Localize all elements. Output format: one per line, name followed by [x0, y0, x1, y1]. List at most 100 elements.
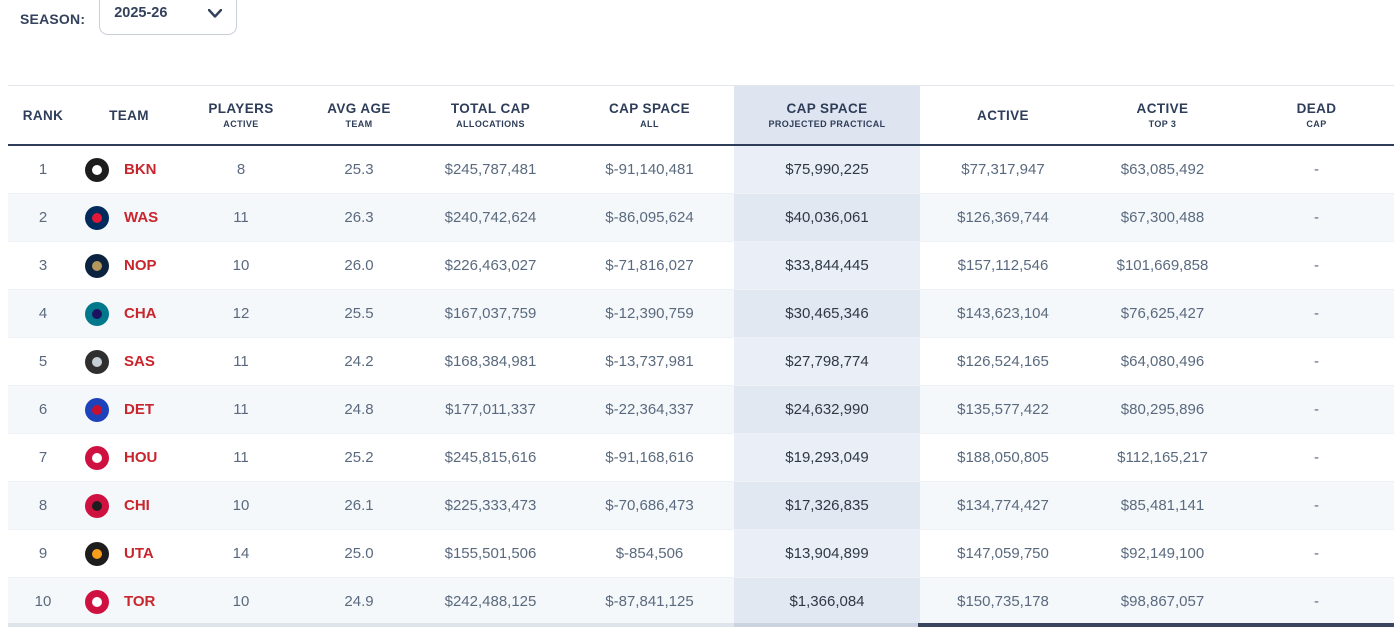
- team-abbr[interactable]: TOR: [124, 593, 156, 610]
- team-abbr[interactable]: SAS: [124, 353, 155, 370]
- team-logo-icon: [85, 301, 109, 326]
- column-header-active[interactable]: ACTIVE: [920, 85, 1086, 146]
- avg-age-cell: 25.5: [302, 289, 416, 338]
- team-logo-icon: [85, 157, 109, 182]
- column-header-rank[interactable]: RANK: [8, 85, 78, 146]
- team-cell[interactable]: NOP: [78, 241, 180, 290]
- avg-age-cell: 25.2: [302, 433, 416, 482]
- team-abbr[interactable]: CHI: [124, 497, 150, 514]
- column-title: PLAYERS: [208, 101, 274, 116]
- team-abbr[interactable]: DET: [124, 401, 154, 418]
- rank-cell: 10: [8, 577, 78, 625]
- active-top3-cell: $92,149,100: [1086, 529, 1239, 578]
- cap-space-all-cell: $-12,390,759: [565, 289, 734, 338]
- rank-cell: 9: [8, 529, 78, 578]
- team-wrap: WAS: [78, 205, 180, 230]
- rank-cell: 5: [8, 337, 78, 386]
- table-row: 5 SAS 11 24.2 $168,384,981 $-13,737,981 $27,79…: [8, 337, 1394, 386]
- team-abbr[interactable]: CHA: [124, 305, 157, 322]
- cap-space-projected-cell: $13,904,899: [734, 529, 920, 578]
- rank-cell: 7: [8, 433, 78, 482]
- avg-age-cell: 25.0: [302, 529, 416, 578]
- team-logo-dot: [92, 212, 102, 223]
- table-header: RANK TEAM PLAYERS ACTIVE AVG AGE TEAM TOTAL CA…: [8, 85, 1394, 146]
- column-title: CAP SPACE: [786, 101, 868, 116]
- team-abbr[interactable]: WAS: [124, 209, 159, 226]
- table-row: 6 DET 11 24.8 $177,011,337 $-22,364,337 $24,63…: [8, 385, 1394, 434]
- column-title: TOTAL CAP: [450, 101, 531, 116]
- players-cell: 11: [180, 433, 302, 482]
- rank-cell: 8: [8, 481, 78, 530]
- team-abbr[interactable]: NOP: [124, 257, 157, 274]
- table-row: 3 NOP 10 26.0 $226,463,027 $-71,816,027 $33,84…: [8, 241, 1394, 290]
- rank-cell: 2: [8, 193, 78, 242]
- scrollbar-thumb[interactable]: [918, 623, 1394, 627]
- team-cell[interactable]: SAS: [78, 337, 180, 386]
- column-header-avg-age[interactable]: AVG AGE TEAM: [302, 85, 416, 146]
- dead-cap-cell: -: [1239, 481, 1394, 530]
- cap-space-projected-cell: $33,844,445: [734, 241, 920, 290]
- column-header-players[interactable]: PLAYERS ACTIVE: [180, 85, 302, 146]
- players-cell: 10: [180, 577, 302, 625]
- season-bar: SEASON: 2025-26: [0, 0, 1394, 38]
- total-cap-cell: $177,011,337: [416, 385, 565, 434]
- column-subtitle: TEAM: [345, 119, 373, 129]
- team-wrap: CHI: [78, 493, 180, 518]
- active-cell: $147,059,750: [920, 529, 1086, 578]
- total-cap-cell: $242,488,125: [416, 577, 565, 625]
- total-cap-cell: $226,463,027: [416, 241, 565, 290]
- team-logo-icon: [85, 541, 109, 566]
- active-top3-cell: $112,165,217: [1086, 433, 1239, 482]
- team-cell[interactable]: UTA: [78, 529, 180, 578]
- column-header-cap-space[interactable]: CAP SPACE ALL: [565, 85, 734, 146]
- active-cell: $126,369,744: [920, 193, 1086, 242]
- team-logo-dot: [92, 596, 102, 607]
- cap-space-projected-cell: $75,990,225: [734, 145, 920, 194]
- dead-cap-cell: -: [1239, 577, 1394, 625]
- season-dropdown[interactable]: 2025-26: [99, 0, 238, 35]
- total-cap-cell: $155,501,506: [416, 529, 565, 578]
- horizontal-scrollbar[interactable]: [8, 623, 1394, 627]
- active-cell: $77,317,947: [920, 145, 1086, 194]
- total-cap-cell: $167,037,759: [416, 289, 565, 338]
- column-header-dead[interactable]: DEAD CAP: [1239, 85, 1394, 146]
- column-header-total-cap[interactable]: TOTAL CAP ALLOCATIONS: [416, 85, 565, 146]
- active-cell: $143,623,104: [920, 289, 1086, 338]
- team-logo-icon: [85, 493, 109, 518]
- players-cell: 11: [180, 193, 302, 242]
- players-cell: 12: [180, 289, 302, 338]
- cap-space-all-cell: $-86,095,624: [565, 193, 734, 242]
- team-cell[interactable]: BKN: [78, 145, 180, 194]
- team-cell[interactable]: CHA: [78, 289, 180, 338]
- dead-cap-cell: -: [1239, 145, 1394, 194]
- players-cell: 8: [180, 145, 302, 194]
- column-header-cap-space[interactable]: CAP SPACE PROJECTED PRACTICAL: [734, 85, 920, 146]
- column-header-active[interactable]: ACTIVE TOP 3: [1086, 85, 1239, 146]
- table-row: 2 WAS 11 26.3 $240,742,624 $-86,095,624 $40,03…: [8, 193, 1394, 242]
- column-title: DEAD: [1296, 101, 1337, 116]
- column-title: RANK: [22, 107, 64, 123]
- column-subtitle: ALLOCATIONS: [456, 119, 525, 129]
- team-abbr[interactable]: UTA: [124, 545, 154, 562]
- column-header-team[interactable]: TEAM: [78, 85, 180, 146]
- team-logo-icon: [85, 205, 109, 230]
- avg-age-cell: 24.2: [302, 337, 416, 386]
- team-cell[interactable]: HOU: [78, 433, 180, 482]
- rank-cell: 6: [8, 385, 78, 434]
- season-value: 2025-26: [114, 5, 168, 21]
- team-cell[interactable]: DET: [78, 385, 180, 434]
- rank-cell: 1: [8, 145, 78, 194]
- dead-cap-cell: -: [1239, 337, 1394, 386]
- avg-age-cell: 26.1: [302, 481, 416, 530]
- active-top3-cell: $85,481,141: [1086, 481, 1239, 530]
- avg-age-cell: 26.3: [302, 193, 416, 242]
- active-cell: $157,112,546: [920, 241, 1086, 290]
- team-cell[interactable]: CHI: [78, 481, 180, 530]
- active-top3-cell: $80,295,896: [1086, 385, 1239, 434]
- team-abbr[interactable]: HOU: [124, 449, 158, 466]
- team-cell[interactable]: WAS: [78, 193, 180, 242]
- team-abbr[interactable]: BKN: [124, 161, 157, 178]
- team-logo-dot: [92, 404, 102, 415]
- total-cap-cell: $240,742,624: [416, 193, 565, 242]
- team-cell[interactable]: TOR: [78, 577, 180, 625]
